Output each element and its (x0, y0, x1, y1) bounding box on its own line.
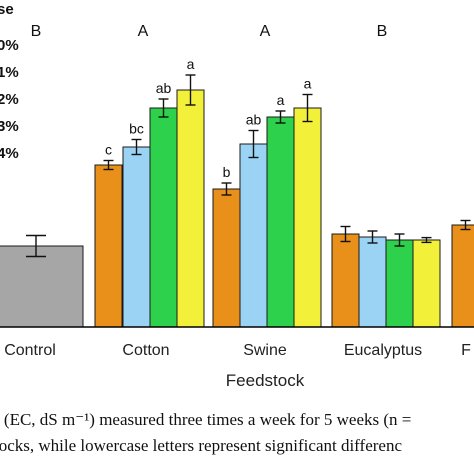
bar-eucalyptus-11 (385, 239, 414, 328)
category-label-cotton: Cotton (122, 342, 169, 359)
error-bar-13 (460, 219, 471, 231)
bar-cotton-2 (122, 146, 151, 328)
category-labels-layer: Control Cotton Swine Eucalyptus F (4, 342, 471, 359)
significance-label-3: ab (156, 80, 172, 96)
bar-cotton-3 (149, 107, 178, 328)
significance-label-7: a (277, 92, 285, 108)
error-bar-10 (367, 230, 378, 244)
legend-label-2: 1% (0, 64, 19, 81)
error-bar-9 (340, 225, 351, 243)
bar-swine-5 (212, 188, 241, 328)
significance-label-4: a (187, 56, 195, 72)
legend-label-1: 0% (0, 37, 19, 54)
error-bar-5 (221, 182, 232, 196)
bar-eucalyptus-12 (412, 239, 441, 328)
bar-eucalyptus-9 (331, 233, 360, 328)
error-bar-2 (131, 138, 142, 156)
category-label-f: F (461, 342, 471, 359)
error-bar-6 (248, 129, 259, 159)
group-letter-3: B (377, 23, 388, 40)
figure-caption-line-1: r (EC, dS m⁻¹) measured three times a we… (0, 410, 412, 429)
significance-label-6: ab (246, 112, 262, 128)
error-bar-11 (394, 233, 405, 247)
error-bar-4 (185, 74, 196, 106)
error-bar-3 (158, 98, 169, 118)
bar-swine-7 (266, 116, 295, 328)
bar-f-13 (451, 224, 474, 328)
figure-caption-line-2: tocks, while lowercase letters represent… (0, 436, 402, 455)
legend-label-3: 2% (0, 91, 19, 108)
legend-layer: se 0% 1% 2% 3% 4% (0, 1, 19, 162)
category-label-eucalyptus: Eucalyptus (344, 342, 422, 359)
legend-label-0: se (0, 1, 14, 18)
bar-cotton-4 (176, 89, 205, 328)
significance-label-2: bc (129, 121, 144, 137)
legend-label-4: 3% (0, 118, 19, 135)
error-bar-0 (26, 234, 46, 258)
group-letter-1: A (138, 23, 149, 40)
significance-label-8: a (304, 76, 312, 92)
significance-label-5: b (223, 164, 231, 180)
group-letter-0: B (31, 23, 42, 40)
category-label-control: Control (4, 342, 56, 359)
error-bar-7 (275, 110, 286, 124)
category-label-swine: Swine (243, 342, 287, 359)
legend-label-5: 4% (0, 145, 19, 162)
error-bar-8 (302, 93, 313, 123)
group-letter-2: A (260, 23, 271, 40)
bar-swine-8 (293, 107, 322, 328)
bar-control-0 (0, 245, 84, 328)
error-bar-1 (103, 159, 114, 171)
bar-eucalyptus-10 (358, 236, 387, 328)
bars-layer (0, 89, 474, 328)
error-bar-12 (421, 236, 432, 244)
bar-cotton-1 (94, 164, 123, 328)
bar-swine-6 (239, 143, 268, 328)
significance-label-1: c (105, 142, 112, 158)
x-axis-title: Feedstock (226, 371, 305, 390)
error-bars-layer (26, 74, 471, 258)
